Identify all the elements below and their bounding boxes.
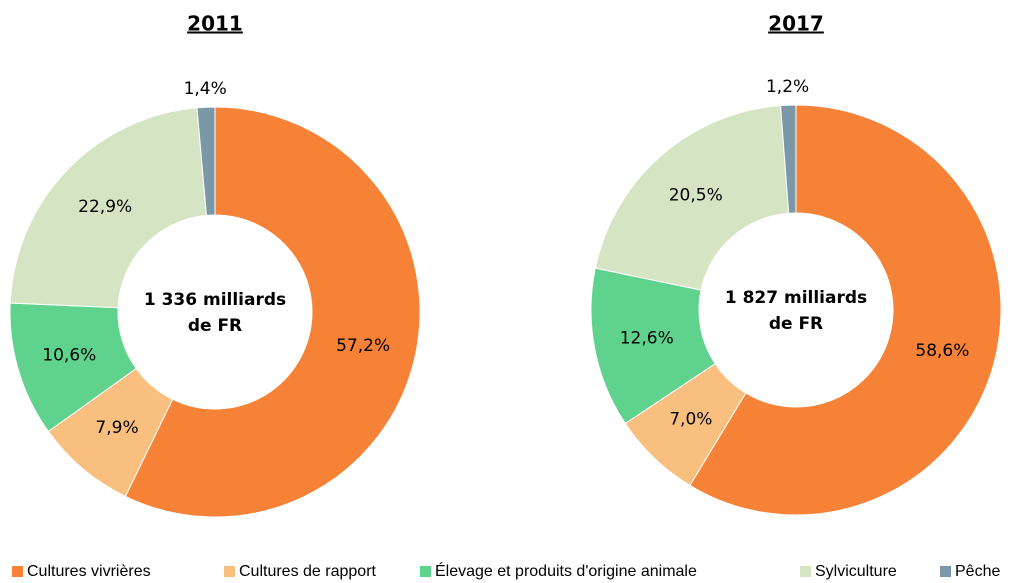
legend-swatch — [224, 566, 235, 577]
data-label: 1,4% — [184, 79, 227, 99]
center-label: de FR — [188, 316, 242, 336]
data-label: 10,6% — [42, 345, 96, 365]
legend-label: Élevage et produits d'origine animale — [435, 561, 697, 580]
data-label: 20,5% — [669, 186, 723, 206]
donut-slice — [124, 106, 421, 518]
data-label: 22,9% — [78, 197, 132, 217]
legend-label: Cultures de rapport — [239, 563, 377, 580]
donut-slice — [594, 105, 790, 291]
legend-swatch — [420, 566, 431, 577]
legend-label: Pêche — [955, 563, 1000, 580]
center-label: de FR — [769, 314, 823, 334]
data-label: 7,0% — [669, 410, 712, 430]
legend-swatch — [940, 566, 951, 577]
donut-slice — [780, 104, 797, 214]
data-label: 57,2% — [336, 336, 390, 356]
donut-slice — [9, 107, 208, 309]
legend-label: Sylviculture — [815, 563, 897, 580]
legend-swatch — [12, 566, 23, 577]
data-label: 1,2% — [766, 77, 809, 97]
legend-swatch — [800, 566, 811, 577]
donut-slice — [689, 104, 1002, 516]
data-label: 58,6% — [915, 341, 969, 361]
chart-title: 2011 — [187, 12, 243, 36]
chart-title: 2017 — [768, 12, 824, 36]
data-label: 7,9% — [95, 418, 138, 438]
center-label: 1 336 milliards — [144, 290, 286, 310]
data-label: 12,6% — [620, 329, 674, 349]
legend-label: Cultures vivrières — [27, 563, 151, 580]
center-label: 1 827 milliards — [725, 288, 867, 308]
donut-slice — [196, 106, 216, 216]
